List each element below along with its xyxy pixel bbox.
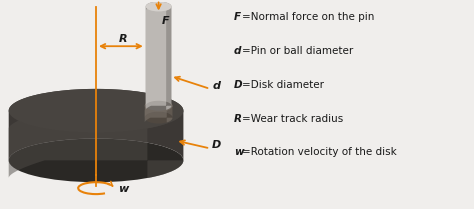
Ellipse shape — [9, 89, 183, 133]
Polygon shape — [146, 6, 172, 110]
Text: F: F — [162, 16, 169, 26]
Text: =Disk diameter: =Disk diameter — [242, 80, 324, 90]
Polygon shape — [146, 1, 172, 106]
Text: F: F — [234, 12, 241, 22]
Ellipse shape — [145, 112, 173, 124]
Ellipse shape — [9, 139, 183, 182]
Ellipse shape — [146, 1, 172, 11]
Ellipse shape — [145, 100, 173, 112]
Polygon shape — [9, 89, 183, 160]
Text: d: d — [212, 81, 220, 91]
Polygon shape — [9, 111, 183, 178]
Text: =Pin or ball diameter: =Pin or ball diameter — [242, 46, 353, 56]
Text: R: R — [118, 34, 127, 44]
Ellipse shape — [146, 101, 172, 111]
Text: =Rotation velocity of the disk: =Rotation velocity of the disk — [242, 147, 397, 157]
Text: w: w — [118, 184, 128, 194]
Text: d: d — [234, 46, 241, 56]
Text: w: w — [234, 147, 244, 157]
Text: =Wear track radius: =Wear track radius — [242, 114, 343, 124]
Text: R: R — [234, 114, 242, 124]
Polygon shape — [145, 100, 173, 118]
Polygon shape — [145, 106, 173, 122]
Text: D: D — [212, 140, 221, 150]
Text: D: D — [234, 80, 243, 90]
Text: =Normal force on the pin: =Normal force on the pin — [242, 12, 374, 22]
